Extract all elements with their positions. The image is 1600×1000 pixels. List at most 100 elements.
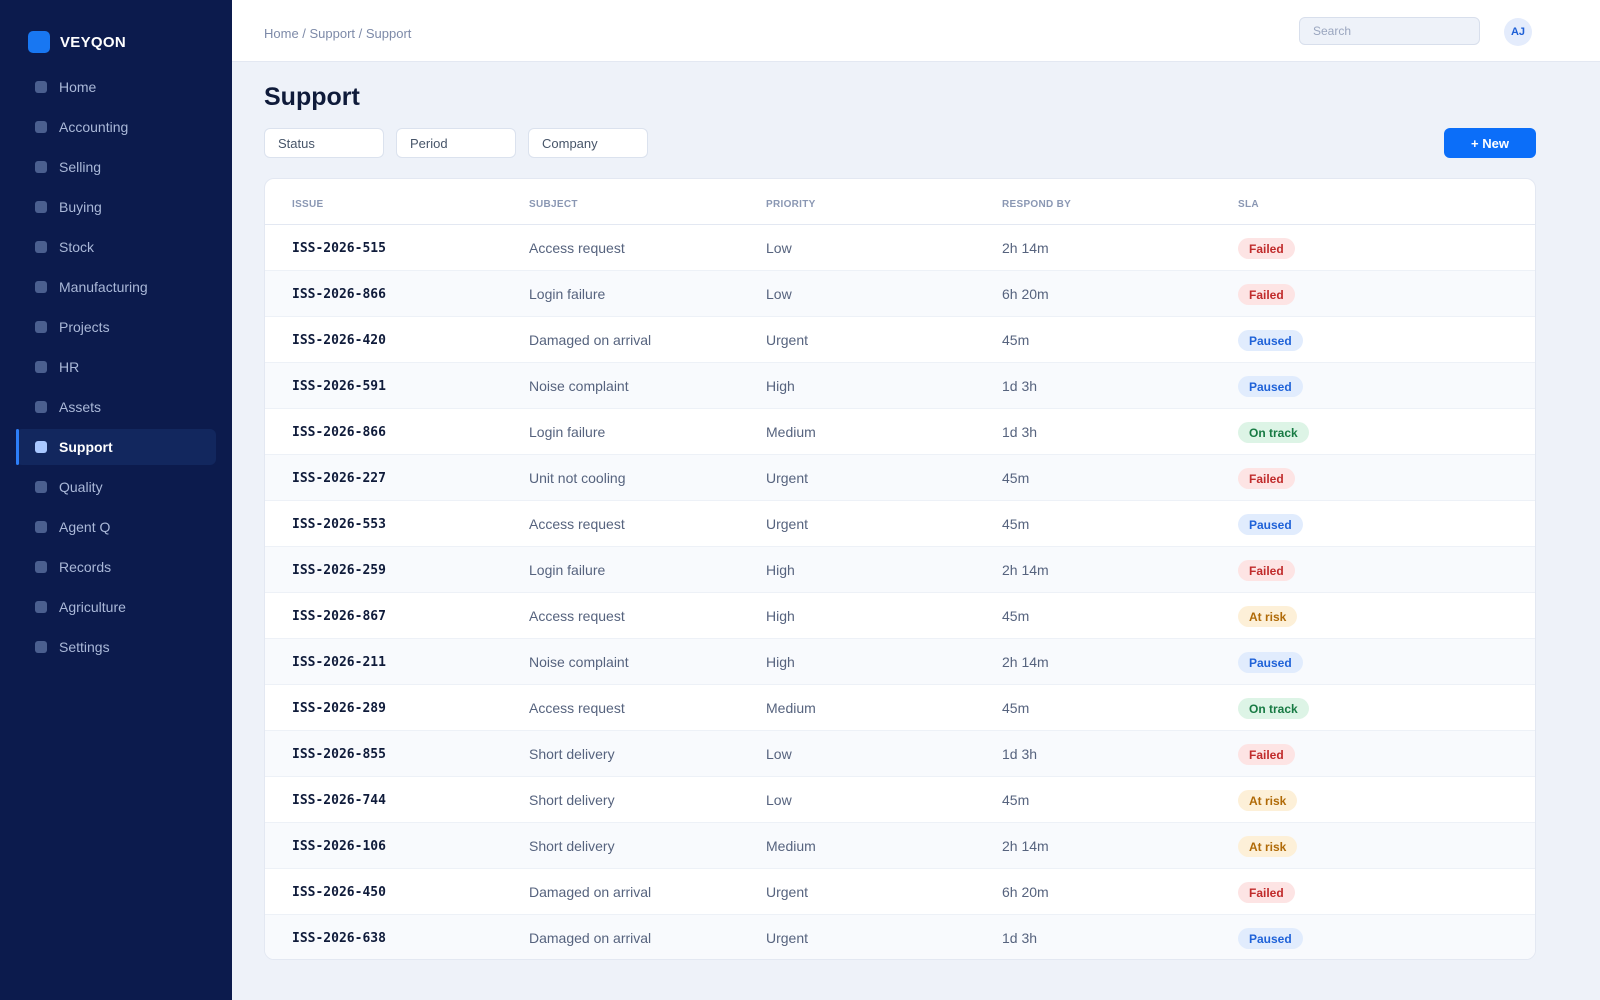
table-row[interactable]: ISS-2026-867 Access request High 45m At risk <box>265 593 1535 639</box>
respond-by-cell: 2h 14m <box>1002 654 1049 670</box>
issue-id[interactable]: ISS-2026-106 <box>292 839 386 854</box>
issue-id[interactable]: ISS-2026-289 <box>292 701 386 716</box>
respond-by-cell: 1d 3h <box>1002 424 1038 440</box>
issue-id[interactable]: ISS-2026-259 <box>292 563 386 578</box>
subject-cell: Login failure <box>529 424 606 440</box>
sla-status-badge: Failed <box>1238 468 1295 489</box>
period-filter[interactable]: Period <box>396 128 516 158</box>
sla-status-badge: Paused <box>1238 928 1303 949</box>
sidebar-item-label: Records <box>59 559 112 575</box>
status-filter[interactable]: Status <box>264 128 384 158</box>
issue-id[interactable]: ISS-2026-553 <box>292 517 386 532</box>
priority-cell: Low <box>766 792 792 808</box>
sidebar-item-buying[interactable]: Buying <box>16 189 216 225</box>
table-body: ISS-2026-515 Access request Low 2h 14m Faile… <box>265 225 1535 959</box>
table-row[interactable]: ISS-2026-450 Damaged on arrival Urgent 6h 2… <box>265 869 1535 915</box>
table-row[interactable]: ISS-2026-106 Short delivery Medium 2h 14m At… <box>265 823 1535 869</box>
issue-id[interactable]: ISS-2026-211 <box>292 655 386 670</box>
sidebar-item-label: Home <box>59 79 97 95</box>
sidebar-item-quality[interactable]: Quality <box>16 469 216 505</box>
column-header-subject[interactable]: SUBJECT <box>529 199 578 210</box>
table-row[interactable]: ISS-2026-638 Damaged on arrival Urgent 1d 3… <box>265 915 1535 959</box>
sidebar-item-label: HR <box>59 359 80 375</box>
issue-id[interactable]: ISS-2026-515 <box>292 241 386 256</box>
table-row[interactable]: ISS-2026-211 Noise complaint High 2h 14m Pau… <box>265 639 1535 685</box>
table-row[interactable]: ISS-2026-744 Short delivery Low 45m At risk <box>265 777 1535 823</box>
table-row[interactable]: ISS-2026-289 Access request Medium 45m On tr… <box>265 685 1535 731</box>
nav-square-icon <box>35 481 47 493</box>
respond-by-cell: 1d 3h <box>1002 378 1038 394</box>
subject-cell: Damaged on arrival <box>529 930 652 946</box>
nav-square-icon <box>35 361 47 373</box>
issue-id[interactable]: ISS-2026-744 <box>292 793 386 808</box>
issue-id[interactable]: ISS-2026-450 <box>292 885 386 900</box>
sidebar-item-stock[interactable]: Stock <box>16 229 216 265</box>
subject-cell: Short delivery <box>529 838 615 854</box>
subject-cell: Short delivery <box>529 792 615 808</box>
brand-name: VEYQON <box>60 33 126 51</box>
priority-cell: High <box>766 378 795 394</box>
table-row[interactable]: ISS-2026-227 Unit not cooling Urgent 45m Fai… <box>265 455 1535 501</box>
issue-id[interactable]: ISS-2026-866 <box>292 425 386 440</box>
respond-by-cell: 45m <box>1002 470 1030 486</box>
issue-id[interactable]: ISS-2026-227 <box>292 471 386 486</box>
breadcrumb[interactable]: Home / Support / Support <box>264 26 412 41</box>
column-header-sla[interactable]: SLA <box>1238 199 1259 210</box>
search-input[interactable] <box>1299 17 1480 45</box>
sidebar-item-label: Assets <box>59 399 102 415</box>
sidebar-item-selling[interactable]: Selling <box>16 149 216 185</box>
sidebar-item-agriculture[interactable]: Agriculture <box>16 589 216 625</box>
issue-id[interactable]: ISS-2026-866 <box>292 287 386 302</box>
sidebar-item-label: Agent Q <box>59 519 111 535</box>
column-header-issue[interactable]: ISSUE <box>292 199 324 210</box>
respond-by-cell: 6h 20m <box>1002 286 1049 302</box>
column-header-respond-by[interactable]: RESPOND BY <box>1002 199 1072 210</box>
respond-by-cell: 2h 14m <box>1002 240 1049 256</box>
company-filter[interactable]: Company <box>528 128 648 158</box>
table-row[interactable]: ISS-2026-866 Login failure Low 6h 20m Failed <box>265 271 1535 317</box>
sidebar-item-home[interactable]: Home <box>16 69 216 105</box>
issue-id[interactable]: ISS-2026-867 <box>292 609 386 624</box>
sidebar-item-settings[interactable]: Settings <box>16 629 216 665</box>
table-row[interactable]: ISS-2026-515 Access request Low 2h 14m Faile… <box>265 225 1535 271</box>
table-row[interactable]: ISS-2026-259 Login failure High 2h 14m Faile… <box>265 547 1535 593</box>
issue-id[interactable]: ISS-2026-420 <box>292 333 386 348</box>
column-header-priority[interactable]: PRIORITY <box>766 199 816 210</box>
avatar[interactable]: AJ <box>1504 18 1532 46</box>
nav-square-icon <box>35 121 47 133</box>
sidebar-item-label: Stock <box>59 239 95 255</box>
table-row[interactable]: ISS-2026-553 Access request Urgent 45m Pause… <box>265 501 1535 547</box>
subject-cell: Unit not cooling <box>529 470 626 486</box>
subject-cell: Short delivery <box>529 746 615 762</box>
new-button[interactable]: + New <box>1444 128 1536 158</box>
brand[interactable]: VEYQON <box>28 31 126 53</box>
sidebar-item-records[interactable]: Records <box>16 549 216 585</box>
sidebar-item-assets[interactable]: Assets <box>16 389 216 425</box>
table-row[interactable]: ISS-2026-855 Short delivery Low 1d 3h Failed <box>265 731 1535 777</box>
sidebar-item-label: Projects <box>59 319 110 335</box>
table-row[interactable]: ISS-2026-591 Noise complaint High 1d 3h Paus… <box>265 363 1535 409</box>
priority-cell: Low <box>766 746 792 762</box>
sidebar-item-agent-q[interactable]: Agent Q <box>16 509 216 545</box>
sla-status-badge: At risk <box>1238 790 1298 811</box>
priority-cell: Low <box>766 286 792 302</box>
issue-id[interactable]: ISS-2026-638 <box>292 931 386 946</box>
table-row[interactable]: ISS-2026-866 Login failure Medium 1d 3h On t… <box>265 409 1535 455</box>
subject-cell: Login failure <box>529 286 606 302</box>
page-title: Support <box>264 83 360 111</box>
sidebar-item-accounting[interactable]: Accounting <box>16 109 216 145</box>
respond-by-cell: 45m <box>1002 332 1030 348</box>
sla-status-badge: Failed <box>1238 744 1295 765</box>
subject-cell: Access request <box>529 608 625 624</box>
issue-id[interactable]: ISS-2026-591 <box>292 379 386 394</box>
nav-square-icon <box>35 321 47 333</box>
sidebar-item-manufacturing[interactable]: Manufacturing <box>16 269 216 305</box>
sidebar-item-hr[interactable]: HR <box>16 349 216 385</box>
sidebar-item-projects[interactable]: Projects <box>16 309 216 345</box>
table-row[interactable]: ISS-2026-420 Damaged on arrival Urgent 45m P… <box>265 317 1535 363</box>
sidebar-item-support[interactable]: Support <box>16 429 216 465</box>
issue-id[interactable]: ISS-2026-855 <box>292 747 386 762</box>
priority-cell: Urgent <box>766 930 809 946</box>
respond-by-cell: 6h 20m <box>1002 884 1049 900</box>
sidebar-item-label: Agriculture <box>59 599 126 615</box>
